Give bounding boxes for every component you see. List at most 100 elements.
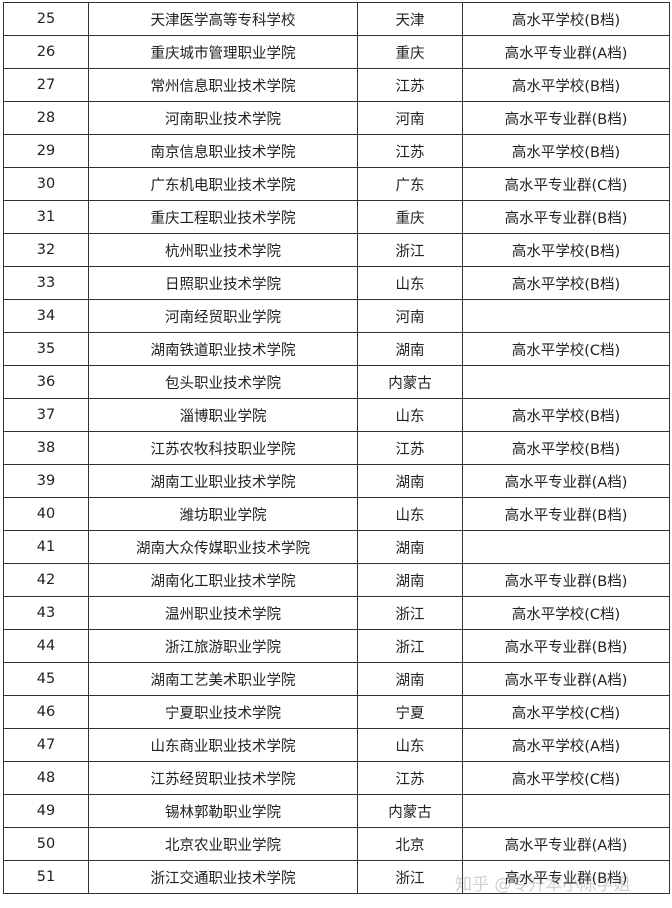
level-cell: 高水平专业群(A档) (462, 662, 670, 696)
school-name-cell: 河南经贸职业学院 (88, 299, 358, 333)
row-number-cell: 29 (3, 134, 89, 168)
province-cell: 湖南 (357, 332, 463, 366)
school-name-cell: 重庆城市管理职业学院 (88, 35, 358, 69)
table-row: 29 南京信息职业技术学院 江苏 高水平学校(B档) (3, 134, 670, 168)
province-cell: 河南 (357, 299, 463, 333)
table-row: 33 日照职业技术学院 山东 高水平学校(B档) (3, 266, 670, 300)
level-cell: 高水平专业群(B档) (462, 101, 670, 135)
row-number-cell: 33 (3, 266, 89, 300)
table-row: 37 淄博职业学院 山东 高水平学校(B档) (3, 398, 670, 432)
school-name-cell: 淄博职业学院 (88, 398, 358, 432)
row-number-cell: 50 (3, 827, 89, 861)
level-cell (462, 365, 670, 399)
row-number-cell: 51 (3, 860, 89, 894)
province-cell: 浙江 (357, 860, 463, 894)
table-row: 39 湖南工业职业技术学院 湖南 高水平专业群(A档) (3, 464, 670, 498)
table-row: 28 河南职业技术学院 河南 高水平专业群(B档) (3, 101, 670, 135)
province-cell: 浙江 (357, 596, 463, 630)
row-number-cell: 47 (3, 728, 89, 762)
school-name-cell: 南京信息职业技术学院 (88, 134, 358, 168)
province-cell: 山东 (357, 728, 463, 762)
level-cell: 高水平学校(B档) (462, 68, 670, 102)
level-cell: 高水平学校(C档) (462, 332, 670, 366)
province-cell: 宁夏 (357, 695, 463, 729)
level-cell: 高水平学校(C档) (462, 596, 670, 630)
school-name-cell: 北京农业职业学院 (88, 827, 358, 861)
row-number-cell: 45 (3, 662, 89, 696)
school-name-cell: 潍坊职业学院 (88, 497, 358, 531)
row-number-cell: 43 (3, 596, 89, 630)
row-number-cell: 27 (3, 68, 89, 102)
province-cell: 江苏 (357, 761, 463, 795)
table-row: 43 温州职业技术学院 浙江 高水平学校(C档) (3, 596, 670, 630)
level-cell: 高水平专业群(A档) (462, 827, 670, 861)
province-cell: 广东 (357, 167, 463, 201)
level-cell: 高水平学校(B档) (462, 233, 670, 267)
row-number-cell: 34 (3, 299, 89, 333)
level-cell: 高水平专业群(B档) (462, 563, 670, 597)
level-cell: 高水平学校(C档) (462, 695, 670, 729)
school-name-cell: 日照职业技术学院 (88, 266, 358, 300)
province-cell: 山东 (357, 266, 463, 300)
province-cell: 江苏 (357, 134, 463, 168)
table-row: 45 湖南工艺美术职业学院 湖南 高水平专业群(A档) (3, 662, 670, 696)
province-cell: 湖南 (357, 530, 463, 564)
province-cell: 内蒙古 (357, 365, 463, 399)
table-row: 36 包头职业技术学院 内蒙古 (3, 365, 670, 399)
level-cell: 高水平学校(C档) (462, 761, 670, 795)
table-row: 46 宁夏职业技术学院 宁夏 高水平学校(C档) (3, 695, 670, 729)
school-name-cell: 常州信息职业技术学院 (88, 68, 358, 102)
row-number-cell: 46 (3, 695, 89, 729)
school-name-cell: 杭州职业技术学院 (88, 233, 358, 267)
table-row: 31 重庆工程职业技术学院 重庆 高水平专业群(B档) (3, 200, 670, 234)
level-cell (462, 530, 670, 564)
table-row: 26 重庆城市管理职业学院 重庆 高水平专业群(A档) (3, 35, 670, 69)
row-number-cell: 48 (3, 761, 89, 795)
level-cell: 高水平学校(B档) (462, 134, 670, 168)
school-name-cell: 湖南工业职业技术学院 (88, 464, 358, 498)
level-cell: 高水平专业群(B档) (462, 860, 670, 894)
province-cell: 山东 (357, 398, 463, 432)
school-name-cell: 湖南大众传媒职业技术学院 (88, 530, 358, 564)
table-row: 35 湖南铁道职业技术学院 湖南 高水平学校(C档) (3, 332, 670, 366)
school-name-cell: 宁夏职业技术学院 (88, 695, 358, 729)
level-cell: 高水平专业群(C档) (462, 167, 670, 201)
province-cell: 江苏 (357, 68, 463, 102)
level-cell (462, 794, 670, 828)
row-number-cell: 30 (3, 167, 89, 201)
table-row: 47 山东商业职业技术学院 山东 高水平学校(A档) (3, 728, 670, 762)
level-cell: 高水平专业群(B档) (462, 200, 670, 234)
row-number-cell: 39 (3, 464, 89, 498)
table-row: 34 河南经贸职业学院 河南 (3, 299, 670, 333)
row-number-cell: 40 (3, 497, 89, 531)
level-cell: 高水平学校(B档) (462, 431, 670, 465)
table-row: 42 湖南化工职业技术学院 湖南 高水平专业群(B档) (3, 563, 670, 597)
school-name-cell: 江苏农牧科技职业学院 (88, 431, 358, 465)
level-cell (462, 299, 670, 333)
level-cell: 高水平专业群(A档) (462, 35, 670, 69)
row-number-cell: 26 (3, 35, 89, 69)
level-cell: 高水平专业群(A档) (462, 464, 670, 498)
level-cell: 高水平学校(A档) (462, 728, 670, 762)
province-cell: 湖南 (357, 662, 463, 696)
level-cell: 高水平学校(B档) (462, 266, 670, 300)
province-cell: 湖南 (357, 563, 463, 597)
province-cell: 江苏 (357, 431, 463, 465)
province-cell: 重庆 (357, 200, 463, 234)
province-cell: 河南 (357, 101, 463, 135)
level-cell: 高水平专业群(B档) (462, 497, 670, 531)
row-number-cell: 37 (3, 398, 89, 432)
table-row: 50 北京农业职业学院 北京 高水平专业群(A档) (3, 827, 670, 861)
level-cell: 高水平学校(B档) (462, 2, 670, 36)
province-cell: 山东 (357, 497, 463, 531)
school-name-cell: 浙江交通职业技术学院 (88, 860, 358, 894)
school-name-cell: 山东商业职业技术学院 (88, 728, 358, 762)
table-row: 32 杭州职业技术学院 浙江 高水平学校(B档) (3, 233, 670, 267)
row-number-cell: 38 (3, 431, 89, 465)
row-number-cell: 28 (3, 101, 89, 135)
school-name-cell: 温州职业技术学院 (88, 596, 358, 630)
table-row: 49 锡林郭勒职业学院 内蒙古 (3, 794, 670, 828)
school-name-cell: 江苏经贸职业技术学院 (88, 761, 358, 795)
province-cell: 湖南 (357, 464, 463, 498)
row-number-cell: 32 (3, 233, 89, 267)
